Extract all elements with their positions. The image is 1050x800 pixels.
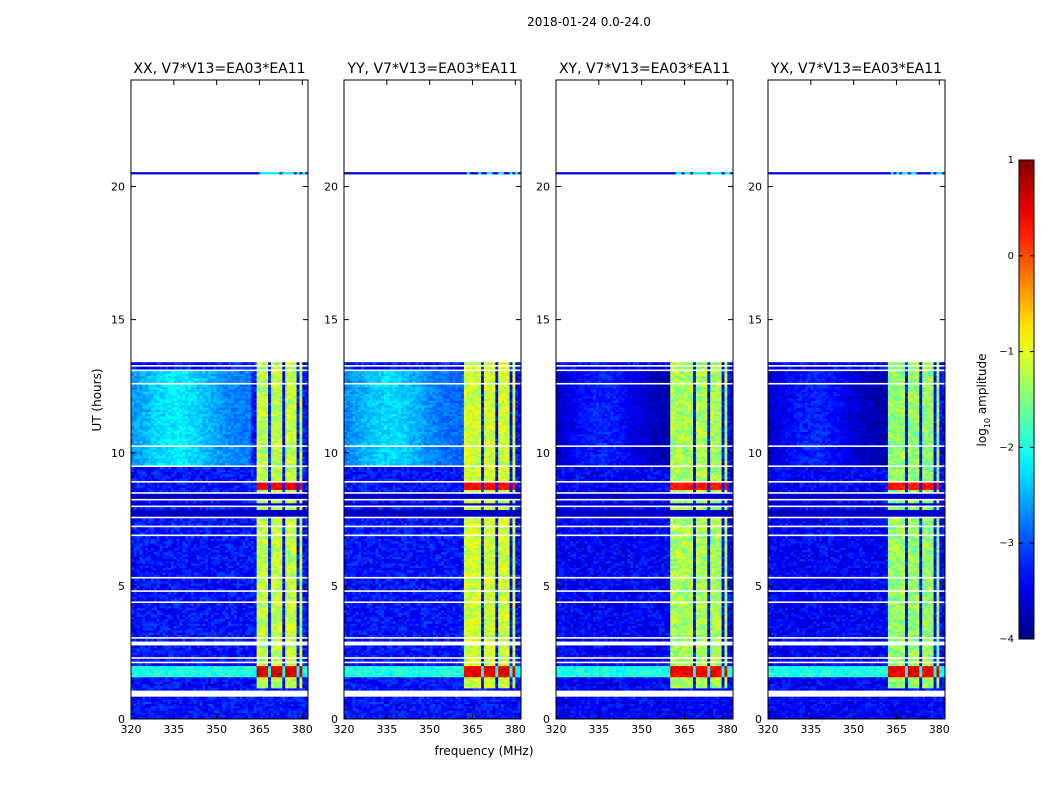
panel-frame — [130, 79, 309, 720]
x-tick-label: 380 — [929, 723, 950, 736]
y-tick-label: 20 — [536, 181, 550, 194]
x-tick-label: 320 — [758, 723, 779, 736]
panel-yx: YX, V7*V13=EA03*EA11 320 335 350 365 380 0 5 10 1… — [748, 61, 950, 736]
heatmap-xy — [556, 80, 733, 719]
y-tick-label: 0 — [331, 713, 338, 726]
panel-frame — [767, 79, 946, 720]
x-tick-label: 350 — [843, 723, 864, 736]
y-tick-label: 10 — [111, 447, 125, 460]
x-tick-label: 335 — [163, 723, 184, 736]
x-tick-label: 350 — [206, 723, 227, 736]
panel-group: XX, V7*V13=EA03*EA11 320 335 350 365 380 0 5 10 1… — [111, 61, 950, 736]
colorbar: −4 −3 −2 −1 0 1 log10 amplitude — [975, 155, 1035, 645]
panel-yy: YY, V7*V13=EA03*EA11 320 335 350 365 380 0 5 10 1… — [324, 61, 526, 736]
x-tick-label: 320 — [334, 723, 355, 736]
panel-xx: XX, V7*V13=EA03*EA11 320 335 350 365 380 0 5 10 1… — [111, 61, 313, 736]
y-tick-label: 10 — [536, 447, 550, 460]
y-tick-label: 10 — [324, 447, 338, 460]
y-tick-label: 15 — [324, 314, 338, 327]
heatmap-yx — [768, 80, 945, 719]
x-tick-label: 320 — [546, 723, 567, 736]
y-tick-label: 15 — [748, 314, 762, 327]
colorbar-tick-label: −2 — [999, 442, 1014, 453]
x-tick-label: 335 — [588, 723, 609, 736]
colorbar-label: log10 amplitude — [975, 354, 992, 447]
figure-suptitle: 2018-01-24 0.0-24.0 — [527, 15, 651, 29]
panel-title: YY, V7*V13=EA03*EA11 — [346, 61, 517, 77]
colorbar-tick-label: −3 — [999, 538, 1014, 549]
x-tick-label: 380 — [292, 723, 313, 736]
panel-frame — [555, 79, 734, 720]
x-tick-label: 365 — [249, 723, 270, 736]
x-tick-label: 365 — [886, 723, 907, 736]
panel-title: YX, V7*V13=EA03*EA11 — [770, 61, 942, 77]
y-tick-label: 5 — [331, 580, 338, 593]
colorbar-tick-label: −4 — [999, 634, 1014, 645]
heatmap-xx — [131, 80, 308, 719]
colorbar-tick-label: 0 — [1008, 251, 1014, 262]
colorbar-tick-label: −1 — [999, 347, 1014, 358]
heatmap-yy — [344, 80, 521, 719]
y-tick-label: 5 — [543, 580, 550, 593]
y-tick-label: 20 — [324, 181, 338, 194]
x-tick-label: 350 — [631, 723, 652, 736]
x-tick-label: 365 — [462, 723, 483, 736]
panel-frame — [343, 79, 522, 720]
y-tick-label: 20 — [748, 181, 762, 194]
x-tick-label: 350 — [419, 723, 440, 736]
y-axis-label: UT (hours) — [90, 368, 104, 431]
panel-title: XY, V7*V13=EA03*EA11 — [559, 61, 730, 77]
x-tick-label: 365 — [674, 723, 695, 736]
y-tick-label: 0 — [543, 713, 550, 726]
x-tick-label: 335 — [376, 723, 397, 736]
x-tick-label: 380 — [717, 723, 738, 736]
colorbar-tick-label: 1 — [1008, 155, 1014, 166]
panel-title: XX, V7*V13=EA03*EA11 — [133, 61, 305, 77]
y-tick-label: 10 — [748, 447, 762, 460]
y-tick-label: 15 — [111, 314, 125, 327]
colorbar-gradient — [1018, 159, 1035, 640]
x-tick-label: 335 — [800, 723, 821, 736]
y-tick-label: 15 — [536, 314, 550, 327]
y-tick-label: 20 — [111, 181, 125, 194]
y-tick-label: 0 — [755, 713, 762, 726]
x-tick-label: 320 — [121, 723, 142, 736]
y-tick-label: 5 — [118, 580, 125, 593]
x-axis-label: frequency (MHz) — [434, 744, 533, 758]
panel-xy: XY, V7*V13=EA03*EA11 320 335 350 365 380 0 5 10 1… — [536, 61, 738, 736]
x-tick-label: 380 — [505, 723, 526, 736]
y-tick-label: 5 — [755, 580, 762, 593]
y-tick-label: 0 — [118, 713, 125, 726]
